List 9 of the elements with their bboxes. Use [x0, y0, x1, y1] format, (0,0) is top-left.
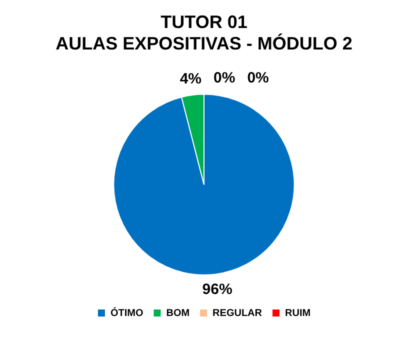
legend-label: BOM: [166, 308, 190, 319]
data-label: 4%: [180, 70, 202, 88]
legend-label: RUIM: [285, 308, 311, 319]
chart-title: TUTOR 01 AULAS EXPOSITIVAS - MÓDULO 2: [56, 12, 352, 54]
legend-label: ÓTIMO: [110, 306, 144, 319]
text: 0%: [214, 69, 236, 86]
data-label: 96%: [202, 281, 232, 298]
text: 0%: [247, 69, 269, 86]
legend-label: REGULAR: [212, 308, 263, 319]
